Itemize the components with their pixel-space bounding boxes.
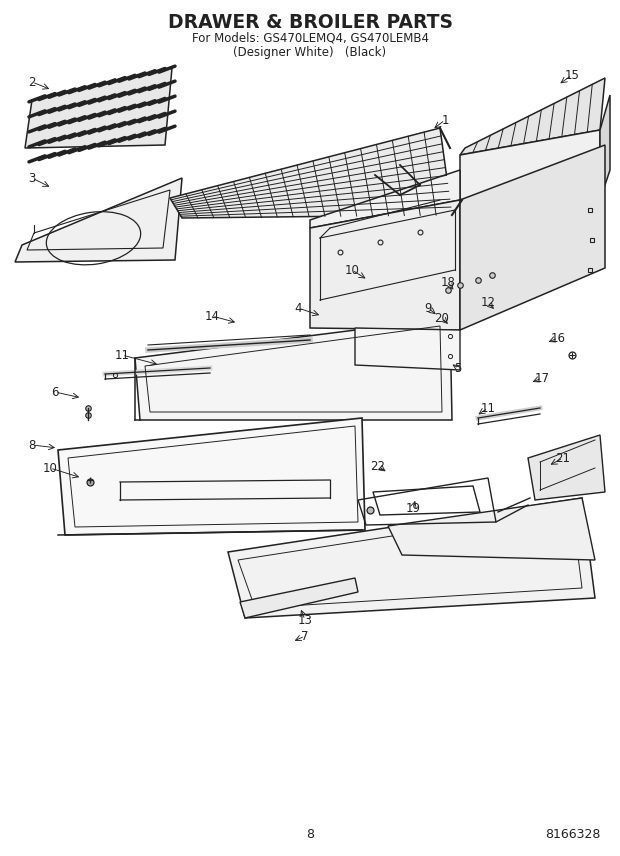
Polygon shape — [388, 498, 595, 560]
Polygon shape — [460, 130, 600, 215]
Polygon shape — [228, 498, 595, 618]
Text: 13: 13 — [298, 614, 312, 627]
Polygon shape — [58, 418, 365, 535]
Polygon shape — [600, 95, 610, 200]
Text: For Models: GS470LEMQ4, GS470LEMB4: For Models: GS470LEMQ4, GS470LEMB4 — [192, 32, 428, 45]
Text: (Designer White)   (Black): (Designer White) (Black) — [234, 45, 386, 58]
Text: 8166328: 8166328 — [545, 828, 600, 841]
Text: eReplacementParts.com: eReplacementParts.com — [209, 431, 361, 444]
Polygon shape — [528, 435, 605, 500]
Polygon shape — [170, 128, 452, 218]
Text: 17: 17 — [534, 372, 549, 384]
Polygon shape — [25, 68, 172, 148]
Text: 11: 11 — [480, 401, 495, 414]
Text: 14: 14 — [205, 310, 219, 323]
Polygon shape — [15, 178, 182, 262]
Polygon shape — [310, 200, 460, 330]
Text: 22: 22 — [371, 460, 386, 473]
Text: 10: 10 — [345, 264, 360, 276]
Text: 15: 15 — [565, 68, 580, 81]
Text: 8: 8 — [29, 438, 36, 451]
Text: 19: 19 — [405, 502, 420, 514]
Polygon shape — [240, 578, 358, 618]
Text: 10: 10 — [43, 461, 58, 474]
Polygon shape — [135, 318, 452, 420]
Text: 11: 11 — [115, 348, 130, 361]
Text: 9: 9 — [424, 301, 432, 314]
Text: 18: 18 — [441, 276, 456, 288]
Text: 8: 8 — [306, 828, 314, 841]
Text: 6: 6 — [51, 385, 59, 399]
Text: 20: 20 — [435, 312, 449, 324]
Polygon shape — [310, 170, 460, 228]
Text: 5: 5 — [454, 361, 462, 375]
Polygon shape — [355, 328, 460, 370]
Text: 1: 1 — [441, 114, 449, 127]
Text: 16: 16 — [551, 331, 565, 344]
Text: DRAWER & BROILER PARTS: DRAWER & BROILER PARTS — [167, 13, 453, 32]
Text: 3: 3 — [29, 171, 36, 185]
Polygon shape — [460, 78, 605, 155]
Text: 12: 12 — [480, 296, 495, 310]
Text: 4: 4 — [294, 301, 302, 314]
Text: 2: 2 — [29, 75, 36, 88]
Text: 7: 7 — [301, 629, 309, 643]
Polygon shape — [460, 145, 605, 330]
Text: 21: 21 — [556, 451, 570, 465]
